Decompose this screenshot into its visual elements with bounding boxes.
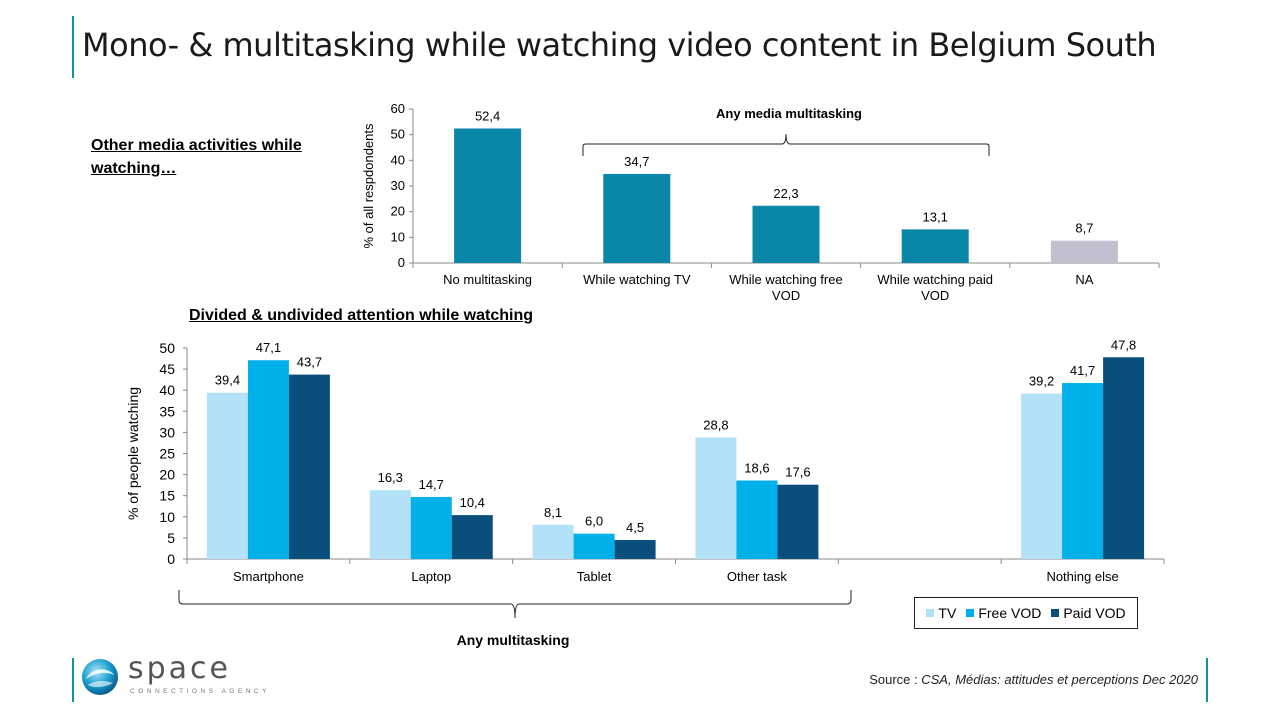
chart2-bar-free-vod [410, 496, 452, 559]
chart2-data-label-tv: 39,4 [215, 373, 240, 388]
chart2-bracket-label: Any multitasking [457, 632, 570, 648]
chart2-bar-tv [369, 490, 411, 559]
legend-label-paid-vod: Paid VOD [1063, 605, 1126, 621]
chart1-y-tick-label: 20 [391, 204, 405, 219]
chart2-bar-free-vod [573, 533, 615, 559]
chart2-data-label-paid-vod: 4,5 [626, 520, 644, 535]
chart2-data-label-free-vod: 6,0 [585, 514, 603, 529]
chart2-x-tick-label: Tablet [577, 569, 612, 584]
chart2-y-tick-label: 50 [159, 340, 175, 356]
chart2-bar-paid-vod [1103, 357, 1145, 559]
legend-swatch-tv [926, 609, 935, 617]
chart2-y-tick-label: 0 [167, 551, 175, 567]
chart1-bar [454, 128, 522, 263]
chart2-data-label-tv: 39,2 [1029, 374, 1054, 389]
chart1-data-label: 13,1 [923, 209, 948, 224]
title-accent-bar [72, 16, 74, 78]
chart2-bar-paid-vod [288, 374, 330, 559]
chart2-data-label-free-vod: 18,6 [744, 461, 769, 476]
chart2-data-label-tv: 16,3 [378, 470, 403, 485]
chart2-y-tick-label: 20 [159, 467, 175, 483]
space-logo-icon [82, 659, 118, 695]
chart2-y-tick-label: 15 [159, 488, 175, 504]
source-text: CSA, Médias: attitudes et perceptions De… [921, 672, 1198, 687]
chart2-x-tick-label: Smartphone [233, 569, 304, 584]
legend-swatch-paid-vod [1051, 609, 1060, 617]
chart2-bar-free-vod [1062, 383, 1104, 559]
legend-label-free-vod: Free VOD [978, 605, 1042, 621]
chart1-bar [603, 173, 671, 263]
chart1-x-tick-label: While watching TV [583, 272, 691, 287]
chart2-x-tick-label: Other task [727, 569, 787, 584]
chart1-y-tick-label: 10 [391, 229, 405, 244]
section-heading-media-activities: Other media activities while watching… [91, 137, 302, 177]
chart2-data-label-paid-vod: 17,6 [785, 465, 810, 480]
legend-label-tv: TV [938, 605, 957, 621]
chart1-data-label: 22,3 [773, 186, 798, 201]
chart2-data-label-paid-vod: 43,7 [297, 355, 322, 370]
chart2-y-tick-label: 35 [159, 403, 175, 419]
legend-item-free-vod: Free VOD [966, 605, 1041, 621]
chart1-y-axis-title: % of all respdondents [361, 123, 376, 249]
chart1-y-tick-label: 50 [391, 127, 405, 142]
chart2-data-label-tv: 28,8 [703, 417, 728, 432]
chart2-bar-tv [695, 437, 737, 559]
chart1-bracket [582, 133, 990, 156]
chart2-y-tick-label: 30 [159, 424, 175, 440]
chart1-y-tick-label: 30 [391, 178, 405, 193]
chart1-x-tick-label: While watching paid VOD [877, 272, 993, 303]
chart2-y-tick-label: 5 [167, 530, 175, 546]
chart2-y-tick-label: 45 [159, 361, 175, 377]
chart2-bar-free-vod [736, 480, 778, 559]
logo-wordmark: space [128, 651, 232, 686]
chart2-data-label-free-vod: 14,7 [419, 477, 444, 492]
chart2-bar-tv [1021, 393, 1063, 559]
chart2-bar-tv [532, 524, 574, 559]
chart2-y-tick-label: 40 [159, 382, 175, 398]
chart2-bar-paid-vod [777, 484, 819, 559]
chart1-x-tick-label: No multitasking [443, 272, 532, 287]
chart2-x-tick-label: Nothing else [1046, 569, 1118, 584]
chart1-data-label: 34,7 [624, 154, 649, 169]
chart2-y-axis-title: % of people watching [125, 387, 141, 520]
chart1-data-label: 8,7 [1075, 221, 1093, 236]
chart1-x-tick-label: While watching free VOD [729, 272, 842, 303]
page-title: Mono- & multitasking while watching vide… [82, 26, 1157, 64]
source-prefix: Source : [869, 672, 922, 687]
source-accent-bar [1206, 658, 1208, 702]
legend-item-tv: TV [926, 605, 956, 621]
chart2-data-label-paid-vod: 10,4 [460, 495, 485, 510]
chart2-data-label-free-vod: 41,7 [1070, 363, 1095, 378]
chart2-y-tick-label: 25 [159, 446, 175, 462]
chart1-bar [901, 229, 969, 263]
chart2-y-tick-label: 10 [159, 509, 175, 525]
chart2-bar-tv [206, 392, 248, 559]
chart1-bar [1050, 240, 1118, 263]
chart2-x-tick-label: Laptop [411, 569, 451, 584]
chart1-x-tick-label: NA [1075, 272, 1093, 287]
chart2-bar-free-vod [247, 360, 289, 559]
chart2-bar-paid-vod [451, 515, 493, 559]
chart2-data-label-paid-vod: 47,8 [1111, 337, 1136, 352]
chart1-y-tick-label: 40 [391, 152, 405, 167]
chart1-y-tick-label: 0 [398, 255, 405, 270]
logo-tagline: CONNECTIONS AGENCY [130, 688, 270, 695]
chart2-legend: TV Free VOD Paid VOD [914, 597, 1138, 629]
source-note: Source : CSA, Médias: attitudes et perce… [869, 672, 1198, 687]
legend-swatch-free-vod [966, 609, 975, 617]
logo-accent-bar [72, 658, 74, 702]
section-heading-attention: Divided & undivided attention while watc… [189, 307, 534, 324]
chart2-bar-paid-vod [614, 540, 656, 559]
chart1-bracket-label: Any media multitasking [716, 106, 862, 121]
chart2-data-label-free-vod: 47,1 [256, 340, 281, 355]
legend-item-paid-vod: Paid VOD [1051, 605, 1126, 621]
chart1-bar [752, 205, 820, 263]
chart2-data-label-tv: 8,1 [544, 505, 562, 520]
chart1-y-tick-label: 60 [391, 101, 405, 116]
chart1-data-label: 52,4 [475, 109, 500, 124]
chart2-bracket [178, 590, 852, 619]
